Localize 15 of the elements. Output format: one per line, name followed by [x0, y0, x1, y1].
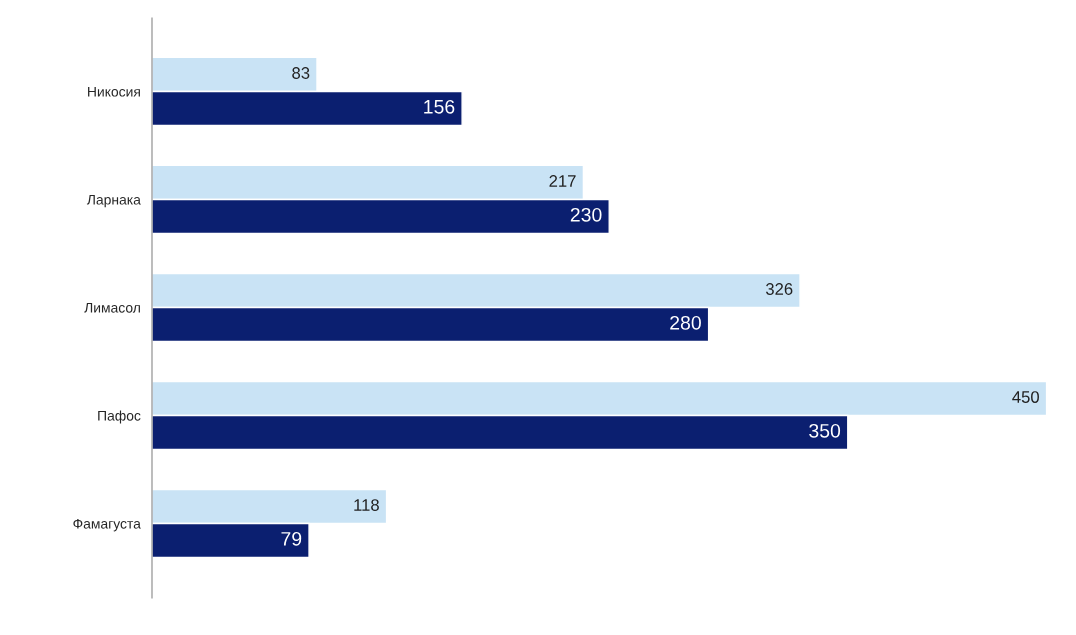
- data-label: 217: [549, 175, 576, 187]
- y-tick-label: Лимасол: [84, 302, 140, 313]
- data-label: 326: [765, 283, 793, 295]
- y-tick-label: Пафос: [98, 410, 141, 424]
- data-label: 118: [354, 499, 379, 511]
- data-label: 450: [1012, 391, 1039, 403]
- y-tick-label: Ларнака: [86, 194, 141, 208]
- data-label: 156: [424, 99, 455, 114]
- y-tick-label: Фамагуста: [73, 518, 141, 532]
- data-label: 83: [292, 67, 310, 79]
- data-label: 230: [570, 207, 602, 222]
- data-label: 280: [670, 315, 701, 330]
- y-tick-label: Никосия: [88, 86, 140, 97]
- data-label: 350: [809, 423, 841, 438]
- data-label: 79: [281, 531, 302, 546]
